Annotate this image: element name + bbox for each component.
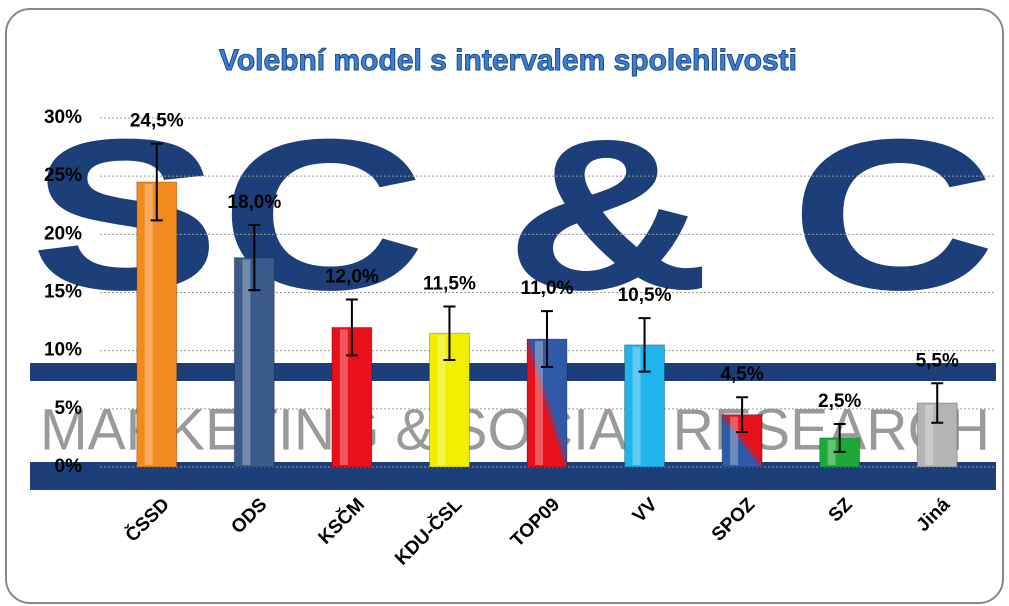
data-label: 18,0% [227,192,281,213]
watermark-logo: SC & C [30,94,996,335]
bar-shine [339,329,348,465]
bar [233,257,275,468]
y-tick-label: 25% [44,165,82,186]
bar-shine [827,439,836,465]
y-tick-label: 15% [44,282,82,303]
bar-shine [437,335,446,465]
bar-shine [242,259,251,465]
error-bar [931,382,944,424]
y-tick-label: 0% [55,456,83,477]
bar-shine [632,346,641,465]
bar-shine [535,341,543,465]
error-bar [638,317,651,373]
data-label: 4,5% [720,364,763,385]
y-tick-label: 30% [44,107,82,128]
bar-shine [925,405,934,465]
data-label: 24,5% [130,111,184,132]
y-tick-label: 10% [44,340,82,361]
error-bar [541,310,553,368]
bar-shine [144,183,153,465]
error-bar [150,142,163,222]
error-bar [345,298,358,357]
bar-shine [730,416,739,465]
data-label: 12,0% [325,266,379,287]
error-bar [443,305,456,361]
data-label: 2,5% [818,391,861,412]
data-label: 11,5% [423,273,476,294]
bar [136,181,178,468]
data-label: 5,5% [916,350,959,371]
error-bar [248,224,261,292]
data-label: 11,0% [521,278,574,299]
chart-title: Volební model s intervalem spolehlivosti [219,44,797,77]
y-tick-label: 20% [44,223,82,244]
error-bar [736,396,749,434]
error-bar [833,422,846,453]
y-tick-label: 5% [55,398,83,419]
data-label: 10,5% [618,285,672,306]
